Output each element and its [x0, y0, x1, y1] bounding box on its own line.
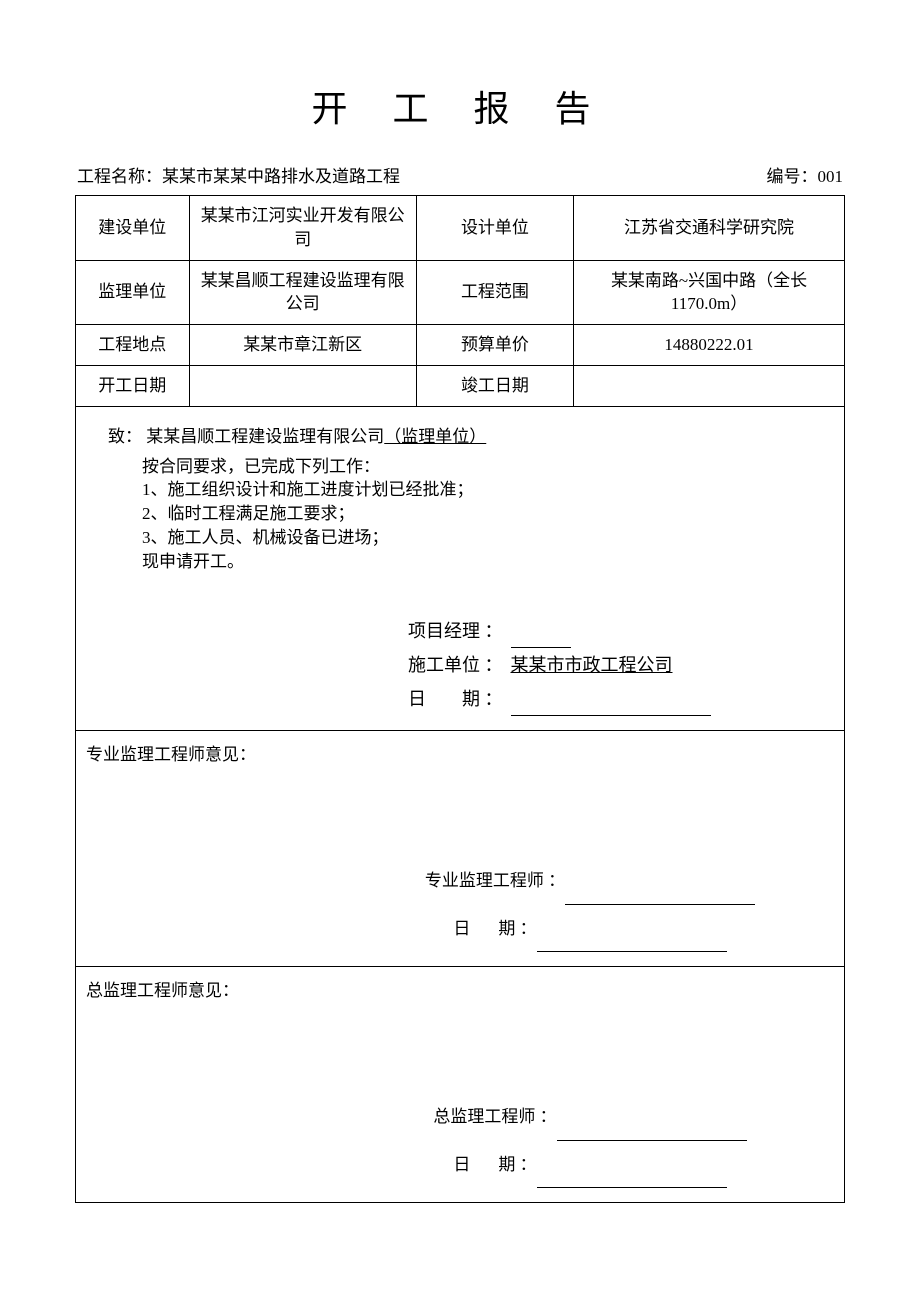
cell-label: 开工日期 [76, 365, 190, 406]
date-sign-line: 日 期 ： [408, 682, 822, 716]
opinion1-sign-line: 专业监理工程师 ： [346, 857, 834, 905]
opinion2-row: 总监理工程师意见： 总监理工程师 ： 日期 ： [76, 967, 845, 1203]
opinion2-date-blank [537, 1187, 727, 1188]
body-item: 2、临时工程满足施工要求； [142, 502, 822, 526]
cell-label: 工程地点 [76, 325, 190, 366]
to-prefix: 致： [108, 427, 142, 446]
table-row: 建设单位 某某市江河实业开发有限公司 设计单位 江苏省交通科学研究院 [76, 196, 845, 261]
body-apply: 现申请开工。 [142, 550, 822, 574]
number-label: 编号： [767, 167, 818, 186]
opinion2-cell: 总监理工程师意见： 总监理工程师 ： 日期 ： [76, 967, 845, 1203]
opinion1-date-label: 日 [453, 919, 498, 938]
cell-label: 工程范围 [416, 260, 573, 325]
opinion2-date-label: 日 [453, 1155, 498, 1174]
cell-value: 某某昌顺工程建设监理有限公司 [189, 260, 416, 325]
opinion2-title: 总监理工程师意见： [86, 979, 834, 1003]
body-row: 致： 某某昌顺工程建设监理有限公司（监理单位） 按合同要求，已完成下列工作： 1… [76, 406, 845, 730]
to-line: 致： 某某昌顺工程建设监理有限公司（监理单位） [108, 425, 822, 449]
cell-label: 预算单价 [416, 325, 573, 366]
opinion1-date-line: 日期 ： [346, 905, 834, 953]
unit-value: 某某市市政工程公司 [511, 648, 673, 682]
body-intro: 按合同要求，已完成下列工作： [142, 455, 822, 479]
opinion1-title: 专业监理工程师意见： [86, 743, 834, 767]
document-title: 开 工 报 告 [75, 80, 845, 132]
opinion1-date-blank [537, 951, 727, 952]
cell-value [574, 365, 845, 406]
opinion1-row: 专业监理工程师意见： 专业监理工程师 ： 日期 ： [76, 731, 845, 967]
number-value: 001 [818, 167, 844, 186]
opinion1-sign-label: 专业监理工程师 ： [425, 871, 565, 890]
opinion2-sign-label: 总监理工程师 ： [433, 1107, 556, 1126]
header-row: 工程名称：某某市某某中路排水及道路工程 编号：001 [75, 162, 845, 187]
body-item: 3、施工人员、机械设备已进场； [142, 526, 822, 550]
opinion2-sign-line: 总监理工程师 ： [346, 1093, 834, 1141]
body-cell: 致： 某某昌顺工程建设监理有限公司（监理单位） 按合同要求，已完成下列工作： 1… [76, 406, 845, 730]
sign-block: 项目经理 ： 施工单位 ： 某某市市政工程公司 日 期 ： [408, 614, 822, 717]
main-table: 建设单位 某某市江河实业开发有限公司 设计单位 江苏省交通科学研究院 监理单位 … [75, 195, 845, 1203]
unit-sign-line: 施工单位 ： 某某市市政工程公司 [408, 648, 822, 682]
opinion1-date-suffix: 期 ： [498, 919, 536, 938]
pm-label: 项目经理 ： [408, 614, 503, 648]
opinion2-date-suffix: 期 ： [498, 1155, 536, 1174]
table-row: 监理单位 某某昌顺工程建设监理有限公司 工程范围 某某南路~兴国中路（全长 11… [76, 260, 845, 325]
project-name: 某某市某某中路排水及道路工程 [162, 167, 400, 186]
to-suffix: （监理单位） [384, 427, 486, 446]
cell-label: 设计单位 [416, 196, 573, 261]
opinion2-date-line: 日期 ： [346, 1141, 834, 1189]
to-company: 某某昌顺工程建设监理有限公司 [146, 427, 384, 446]
cell-value: 某某市江河实业开发有限公司 [189, 196, 416, 261]
project-name-line: 工程名称：某某市某某中路排水及道路工程 [77, 162, 400, 187]
table-row: 工程地点 某某市章江新区 预算单价 14880222.01 [76, 325, 845, 366]
date-label: 日 期 ： [408, 682, 503, 716]
cell-value: 某某南路~兴国中路（全长 1170.0m） [574, 260, 845, 325]
cell-value: 江苏省交通科学研究院 [574, 196, 845, 261]
opinion2-sign: 总监理工程师 ： 日期 ： [346, 1093, 834, 1188]
table-row: 开工日期 竣工日期 [76, 365, 845, 406]
body-item: 1、施工组织设计和施工进度计划已经批准； [142, 478, 822, 502]
cell-label: 建设单位 [76, 196, 190, 261]
cell-value: 14880222.01 [574, 325, 845, 366]
project-label: 工程名称： [77, 167, 162, 186]
cell-value [189, 365, 416, 406]
pm-blank [511, 614, 571, 648]
opinion1-sign: 专业监理工程师 ： 日期 ： [346, 857, 834, 952]
cell-value: 某某市章江新区 [189, 325, 416, 366]
date-blank [511, 682, 711, 716]
number-line: 编号：001 [767, 162, 844, 187]
cell-label: 竣工日期 [416, 365, 573, 406]
unit-label: 施工单位 ： [408, 648, 503, 682]
pm-sign-line: 项目经理 ： [408, 614, 822, 648]
cell-label: 监理单位 [76, 260, 190, 325]
opinion1-cell: 专业监理工程师意见： 专业监理工程师 ： 日期 ： [76, 731, 845, 967]
